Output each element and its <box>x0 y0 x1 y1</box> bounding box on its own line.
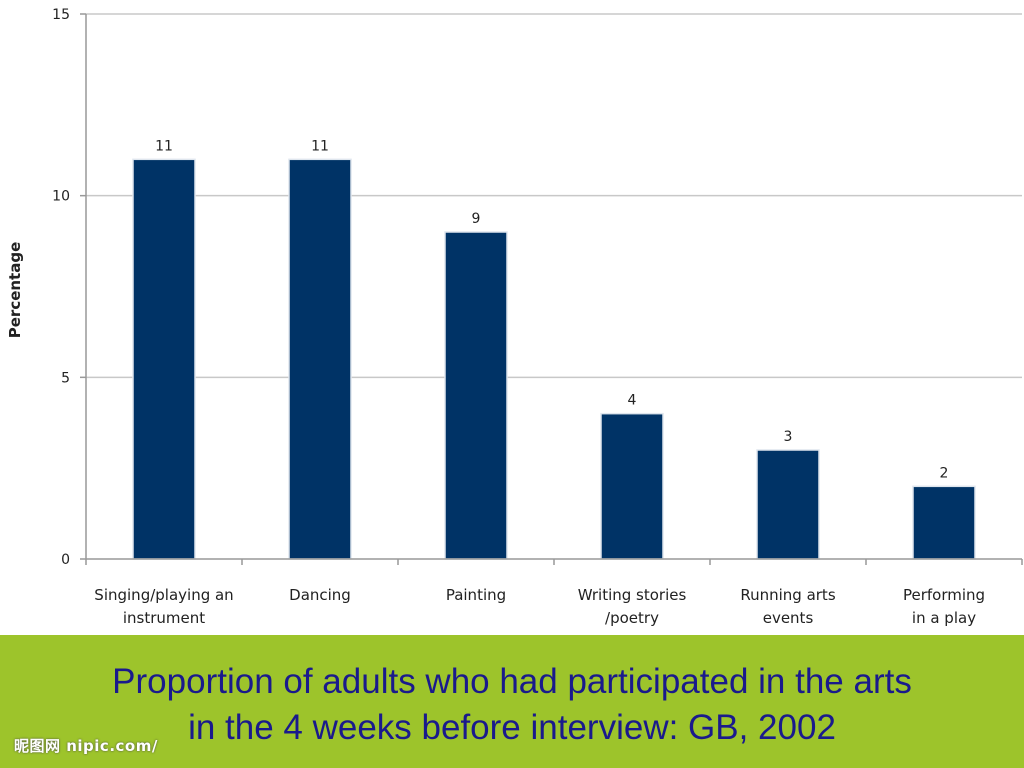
y-axis-label: Percentage <box>6 242 24 339</box>
y-tick-label: 10 <box>52 189 70 205</box>
x-tick-label: in a play <box>912 609 976 627</box>
watermark-logo: 昵图网 nipic.com/ <box>14 737 158 755</box>
data-label: 2 <box>940 465 949 481</box>
x-tick-label: instrument <box>123 609 205 627</box>
caption-line-1: Proportion of adults who had participate… <box>112 662 912 701</box>
bar <box>132 158 196 560</box>
y-tick-label: 5 <box>61 370 70 386</box>
bar <box>444 231 508 560</box>
data-label: 9 <box>472 211 481 227</box>
bars: 11 11 9 4 3 2 <box>132 138 976 560</box>
x-tick-label: Painting <box>446 586 506 604</box>
bar <box>912 485 976 560</box>
bar <box>288 158 352 560</box>
data-label: 11 <box>311 138 329 154</box>
bar-chart: 11 11 9 4 3 2 0 5 10 15 Singing/playing an instrum… <box>6 7 1023 627</box>
axes: 0 5 10 15 Singing/playing an instrument Dancin… <box>52 7 1023 627</box>
bar <box>756 449 820 560</box>
y-tick-label: 15 <box>52 7 70 23</box>
x-tick-label: Singing/playing an <box>94 586 233 604</box>
y-tick-label: 0 <box>61 552 70 568</box>
x-tick-label: Writing stories <box>578 586 687 604</box>
x-tick-label: /poetry <box>605 609 659 627</box>
data-label: 11 <box>155 138 173 154</box>
gridlines <box>86 13 1022 379</box>
x-tick-label: Running arts <box>740 586 835 604</box>
data-label: 4 <box>628 393 637 409</box>
caption-band: Proportion of adults who had participate… <box>0 635 1024 768</box>
caption-line-2: in the 4 weeks before interview: GB, 200… <box>188 708 836 747</box>
slide-caption: Proportion of adults who had participate… <box>0 659 1024 751</box>
x-tick-label: Performing <box>903 586 985 604</box>
data-label: 3 <box>784 429 793 445</box>
bar <box>600 412 664 560</box>
x-tick-label: events <box>763 609 814 627</box>
x-tick-label: Dancing <box>289 586 351 604</box>
